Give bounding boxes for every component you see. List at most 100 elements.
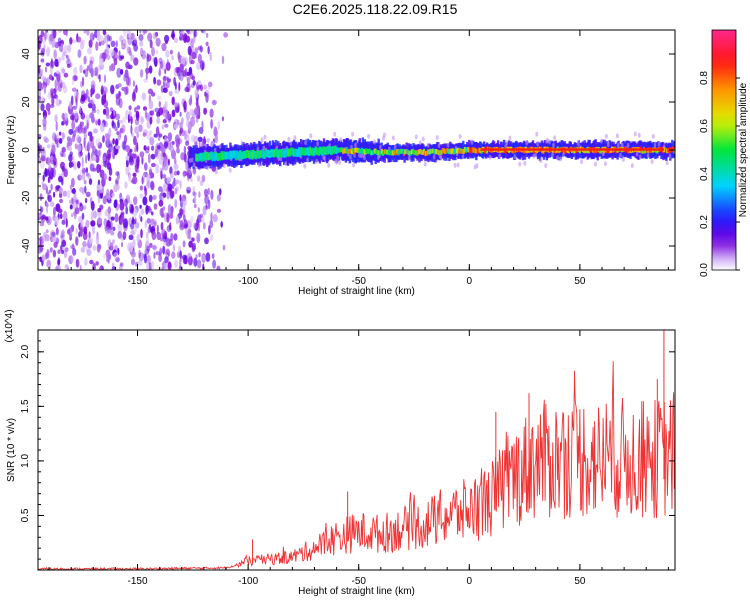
noise-blob: [51, 144, 56, 155]
bottom-yaxis-label: SNR (10 * v/v): [6, 418, 17, 482]
noise-blob: [160, 85, 164, 94]
bottom-xtick-label: -150: [128, 576, 148, 587]
noise-blob: [138, 124, 143, 133]
noise-blob: [149, 116, 153, 125]
noise-blob: [97, 118, 101, 126]
noise-blob: [148, 65, 153, 74]
noise-blob: [196, 232, 201, 243]
noise-blob: [86, 249, 92, 256]
noise-blob: [158, 199, 164, 207]
noise-blob: [155, 126, 160, 136]
noise-blob: [68, 128, 74, 135]
noise-blob: [121, 86, 126, 92]
noise-blob: [113, 199, 118, 209]
noise-blob: [75, 126, 80, 133]
signal-scatter: [577, 141, 581, 147]
noise-blob: [87, 151, 91, 162]
noise-blob: [155, 49, 159, 55]
noise-blob: [203, 107, 208, 115]
noise-blob: [43, 115, 47, 122]
noise-blob: [50, 201, 55, 207]
noise-blob: [147, 208, 153, 214]
noise-blob: [149, 169, 152, 176]
noise-blob: [83, 179, 87, 185]
noise-blob: [90, 84, 95, 95]
noise-blob: [142, 30, 148, 34]
noise-blob: [45, 229, 49, 234]
signal-core: [271, 149, 274, 157]
noise-blob: [95, 261, 99, 266]
noise-blob: [190, 215, 194, 223]
signal-scatter: [439, 155, 443, 161]
signal-scatter: [513, 154, 517, 160]
noise-blob: [78, 215, 83, 223]
signal-core: [459, 148, 462, 153]
noise-blob: [121, 124, 126, 133]
noise-blob: [190, 60, 195, 65]
signal-scatter: [349, 154, 353, 160]
signal-scatter: [458, 134, 462, 139]
signal-core: [402, 151, 406, 156]
noise-blob: [187, 76, 191, 86]
noise-blob: [72, 105, 77, 110]
signal-scatter: [423, 161, 427, 167]
noise-blob: [176, 147, 180, 154]
noise-blob: [148, 100, 154, 110]
noise-blob: [182, 240, 186, 248]
noise-blob: [165, 81, 170, 89]
noise-blob: [122, 231, 127, 240]
signal-scatter: [421, 136, 425, 142]
noise-blob: [193, 135, 199, 143]
noise-blob: [124, 69, 129, 78]
noise-blob: [44, 66, 48, 73]
noise-blob: [156, 116, 161, 125]
signal-scatter: [335, 159, 339, 165]
signal-scatter: [553, 135, 557, 141]
noise-blob: [151, 231, 157, 241]
noise-blob: [177, 104, 180, 111]
noise-blob: [105, 106, 110, 117]
noise-blob: [57, 249, 61, 255]
noise-blob: [77, 174, 82, 181]
noise-blob: [178, 82, 181, 92]
noise-blob: [203, 84, 207, 90]
noise-blob: [171, 251, 176, 259]
signal-core: [249, 151, 252, 160]
signal-core: [440, 149, 443, 155]
signal-scatter: [351, 131, 355, 137]
noise-blob: [193, 36, 196, 44]
noise-blob: [195, 254, 198, 259]
noise-blob: [81, 156, 84, 167]
noise-blob: [191, 51, 197, 60]
noise-blob: [170, 146, 175, 153]
noise-blob: [175, 66, 180, 74]
noise-blob: [72, 248, 77, 256]
noise-blob: [162, 152, 166, 158]
noise-blob: [88, 39, 93, 48]
noise-blob: [170, 233, 174, 242]
noise-blob: [173, 163, 179, 171]
noise-blob: [165, 49, 170, 58]
noise-blob: [88, 231, 91, 240]
noise-blob: [170, 205, 174, 214]
noise-blob: [187, 253, 192, 258]
noise-blob: [144, 147, 150, 154]
noise-blob: [212, 259, 217, 269]
noise-blob: [159, 167, 163, 175]
noise-blob: [155, 163, 160, 174]
signal-scatter: [651, 133, 655, 139]
noise-blob: [63, 249, 68, 259]
signal-scatter: [534, 152, 538, 158]
noise-blob: [183, 198, 187, 206]
noise-blob: [202, 222, 206, 230]
noise-blob: [204, 237, 209, 245]
noise-blob: [87, 173, 91, 180]
noise-blob: [162, 76, 168, 81]
noise-blob: [81, 187, 84, 195]
noise-blob: [89, 163, 95, 172]
signal-scatter: [228, 167, 232, 173]
noise-blob: [171, 96, 175, 106]
noise-blob: [71, 188, 76, 194]
noise-blob: [107, 206, 112, 214]
noise-blob: [66, 190, 71, 199]
